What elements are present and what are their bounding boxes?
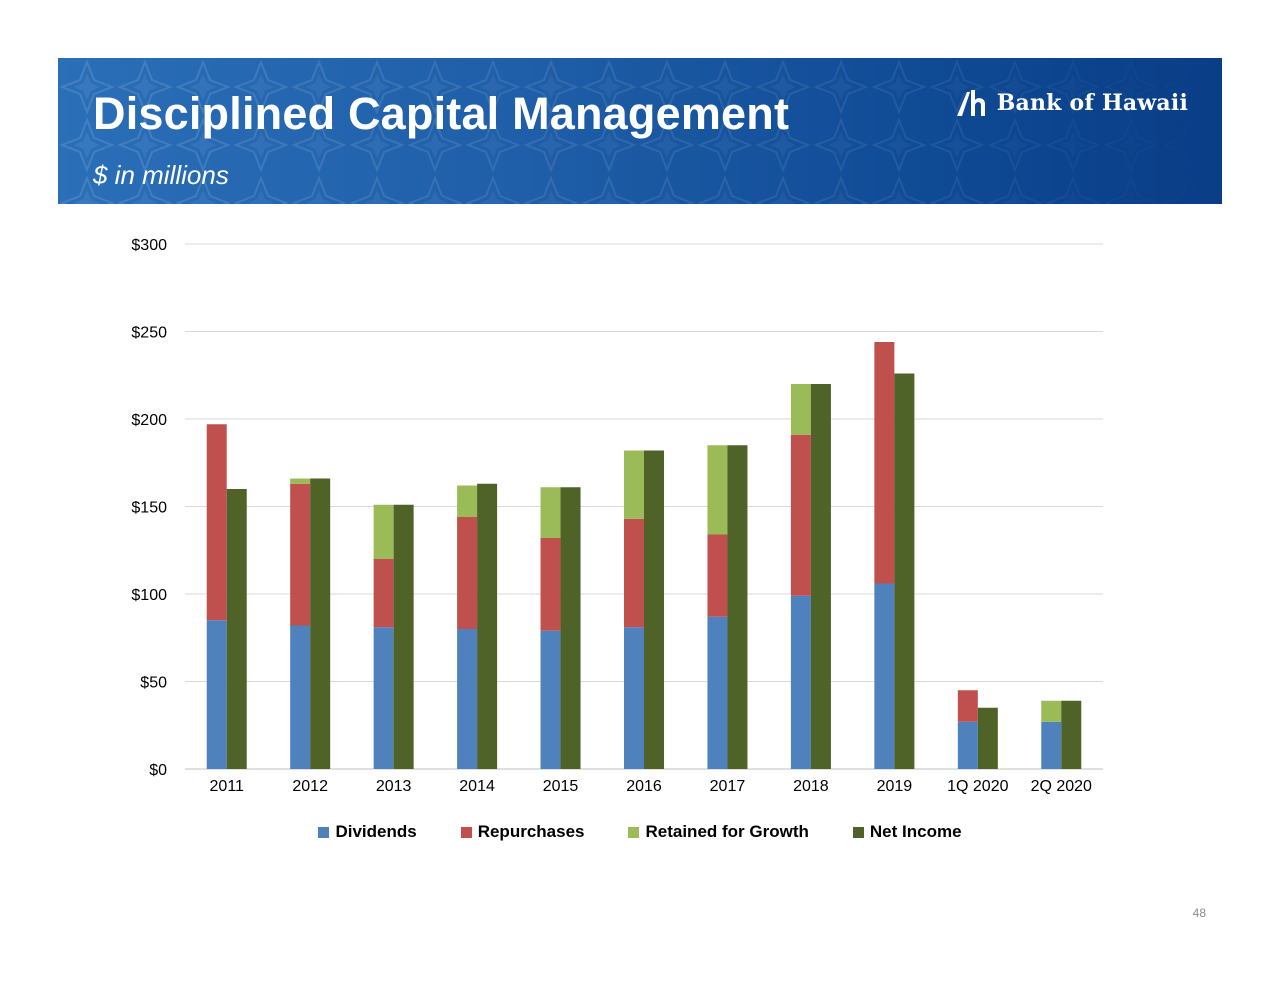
x-tick-label: 2Q 2020 xyxy=(1031,778,1092,795)
bank-logo: Bank of Hawaii xyxy=(955,86,1188,120)
bar-net-income xyxy=(310,478,331,769)
bar-dividends xyxy=(206,620,227,769)
y-tick-label: $50 xyxy=(140,675,167,692)
legend-label: Dividends xyxy=(335,822,417,841)
y-tick-label: $150 xyxy=(131,500,167,517)
bar-net-income xyxy=(977,707,998,769)
x-tick-label: 2013 xyxy=(376,778,412,795)
legend-swatch xyxy=(460,826,472,838)
legend-item: Repurchases xyxy=(460,822,585,842)
bar-dividends xyxy=(790,595,811,769)
bar-repurchases xyxy=(540,538,561,631)
bar-dividends xyxy=(874,583,895,769)
header-banner: Disciplined Capital Management $ in mill… xyxy=(58,58,1222,204)
bar-net-income xyxy=(727,445,748,769)
x-tick-label: 2019 xyxy=(877,778,913,795)
legend-swatch xyxy=(318,826,330,838)
bar-net-income xyxy=(560,487,581,769)
x-tick-label: 2016 xyxy=(626,778,662,795)
bar-dividends xyxy=(457,629,478,769)
bar-retained-for-growth xyxy=(540,487,561,538)
bar-dividends xyxy=(373,627,394,769)
y-tick-label: $0 xyxy=(149,762,167,779)
bar-repurchases xyxy=(624,518,644,628)
bar-repurchases xyxy=(874,342,895,584)
bar-repurchases xyxy=(790,434,811,596)
bar-retained-for-growth xyxy=(790,384,811,435)
bank-logo-text: Bank of Hawaii xyxy=(996,90,1188,116)
bar-net-income xyxy=(226,489,247,769)
legend-item: Retained for Growth xyxy=(628,822,809,842)
bar-net-income xyxy=(894,373,915,769)
x-tick-label: 2014 xyxy=(459,778,495,795)
bank-logo-icon xyxy=(956,90,985,116)
bar-repurchases xyxy=(957,690,978,722)
x-tick-label: 2017 xyxy=(710,778,746,795)
bar-repurchases xyxy=(373,559,394,628)
legend-label: Repurchases xyxy=(477,822,585,841)
bar-dividends xyxy=(290,625,311,769)
x-tick-label: 2011 xyxy=(210,778,245,795)
legend-item: Net Income xyxy=(852,822,962,842)
bar-dividends xyxy=(1041,721,1062,769)
bar-net-income xyxy=(393,504,414,769)
bar-net-income xyxy=(1061,700,1082,769)
legend-swatch xyxy=(628,826,640,838)
bar-repurchases xyxy=(290,483,311,626)
page-subtitle: $ in millions xyxy=(93,160,229,190)
chart-legend: Dividends Repurchases Retained for Growth N… xyxy=(0,822,1280,842)
bar-dividends xyxy=(707,616,728,769)
bar-retained-for-growth xyxy=(707,445,728,535)
banner-pattern xyxy=(58,58,1222,204)
bar-retained-for-growth xyxy=(457,485,478,517)
y-tick-label: $300 xyxy=(131,237,167,254)
x-tick-label: 2015 xyxy=(543,778,579,795)
legend-label: Net Income xyxy=(869,822,962,841)
bar-dividends xyxy=(540,630,561,769)
bar-retained-for-growth xyxy=(624,450,644,519)
legend-item: Dividends xyxy=(318,822,417,842)
x-tick-label: 1Q 2020 xyxy=(947,778,1008,795)
bar-net-income xyxy=(477,483,498,769)
y-tick-label: $100 xyxy=(131,587,167,604)
page-number: 48 xyxy=(1192,906,1206,920)
bar-repurchases xyxy=(457,517,478,629)
x-tick-label: 2018 xyxy=(793,778,829,795)
bar-repurchases xyxy=(206,424,227,621)
bar-repurchases xyxy=(707,534,728,617)
bar-dividends xyxy=(957,721,978,769)
bar-retained-for-growth xyxy=(290,478,311,484)
y-tick-label: $250 xyxy=(131,325,167,342)
page-title: Disciplined Capital Management xyxy=(93,88,790,139)
x-tick-label: 2012 xyxy=(292,778,328,795)
bar-retained-for-growth xyxy=(1041,700,1062,722)
y-tick-label: $200 xyxy=(131,412,167,429)
legend-label: Retained for Growth xyxy=(645,822,809,841)
capital-chart: $0 $50 $100 $150 $200 $250 $300 2011 2012 2013 201… xyxy=(131,237,1103,795)
bar-net-income xyxy=(810,384,831,769)
legend-swatch xyxy=(852,826,864,838)
bar-retained-for-growth xyxy=(373,504,394,559)
bar-net-income xyxy=(644,450,664,769)
bar-dividends xyxy=(624,627,644,769)
